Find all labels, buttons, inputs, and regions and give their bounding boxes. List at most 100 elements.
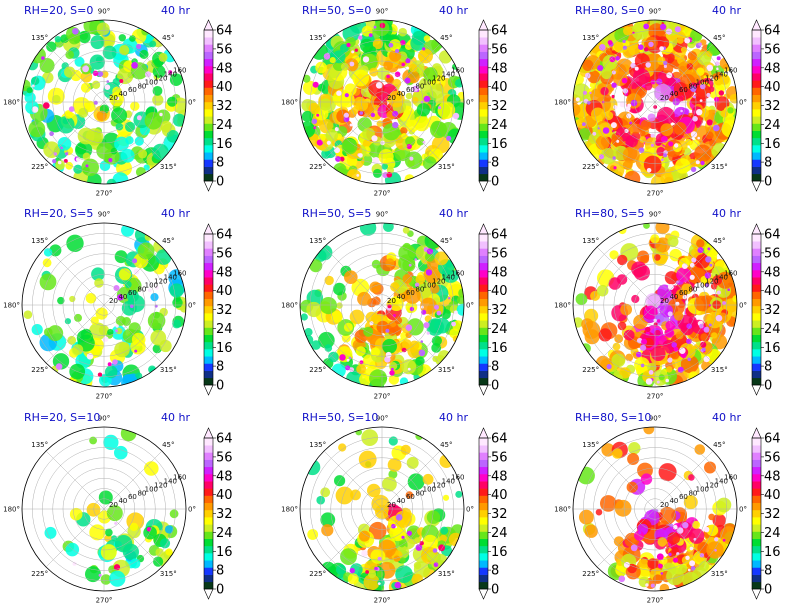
convective-core xyxy=(75,157,81,162)
convective-core xyxy=(685,555,690,560)
precip-cell xyxy=(687,51,697,61)
precip-cell xyxy=(369,369,388,387)
angular-tick-label: 225° xyxy=(31,570,48,578)
radial-tick-label: 60 xyxy=(679,289,688,297)
angular-grid-line xyxy=(596,508,656,568)
convective-core xyxy=(718,90,724,96)
radial-tick-label: 160 xyxy=(173,474,186,482)
panel-title: RH=20, S=0 xyxy=(24,4,93,17)
convective-core xyxy=(599,154,604,160)
precip-cell xyxy=(401,339,412,350)
precip-cell xyxy=(311,340,321,350)
angular-grid-line xyxy=(323,43,383,103)
colorbar-segment xyxy=(479,284,488,292)
precip-cell xyxy=(416,103,431,117)
colorbar-segment xyxy=(752,51,761,60)
colorbar-segment xyxy=(479,262,488,271)
precip-cell xyxy=(402,274,413,284)
precip-cell xyxy=(102,45,117,60)
colorbar-segment xyxy=(479,553,488,561)
convective-core xyxy=(93,100,98,105)
precip-cell xyxy=(409,340,420,351)
colorbar-segment xyxy=(752,298,761,307)
precip-cell xyxy=(304,328,313,337)
colorbar-tick-label: 24 xyxy=(764,118,781,133)
colorbar-tick-label: 16 xyxy=(491,545,508,560)
convective-core xyxy=(585,72,591,79)
precip-cell xyxy=(456,295,464,305)
colorbar-segment xyxy=(479,356,488,364)
convective-core xyxy=(713,124,720,132)
colorbar: 0 8 16 24 32 40 48 56 64 xyxy=(478,223,508,396)
colorbar-segment xyxy=(479,255,488,264)
colorbar-tick-label: 64 xyxy=(491,24,508,39)
colorbar-segment xyxy=(204,488,213,496)
convective-core xyxy=(629,121,632,125)
precip-cell xyxy=(405,136,416,147)
angular-grid-line xyxy=(654,43,714,103)
convective-core xyxy=(700,160,705,166)
precip-cell xyxy=(672,98,680,106)
precip-cell xyxy=(52,94,61,104)
radial-tick-label: 20 xyxy=(109,501,118,509)
colorbar-segment xyxy=(204,438,213,446)
precip-cell xyxy=(43,248,53,257)
precip-cell xyxy=(361,429,379,446)
precip-cell xyxy=(401,359,417,375)
colorbar-segment xyxy=(752,241,761,249)
colorbar-segment xyxy=(479,116,488,124)
precip-cell xyxy=(388,374,400,385)
convective-core xyxy=(85,164,89,168)
colorbar-segment xyxy=(204,517,213,525)
convective-core xyxy=(55,363,63,370)
panel-title: RH=80, S=5 xyxy=(575,207,644,220)
convective-core xyxy=(650,143,655,147)
colorbar-segment xyxy=(752,94,761,103)
colorbar-segment xyxy=(204,445,213,453)
radial-tick-label: 60 xyxy=(406,86,415,94)
precip-cell xyxy=(114,136,129,152)
precip-cell xyxy=(320,487,331,498)
colorbar-segment xyxy=(204,581,213,590)
convective-core xyxy=(665,378,669,383)
colorbar-extend-min xyxy=(203,588,214,600)
colorbar-tick-label: 40 xyxy=(764,284,781,299)
convective-core xyxy=(693,95,696,99)
precip-cell xyxy=(373,20,390,36)
colorbar-segment xyxy=(204,101,213,110)
convective-core xyxy=(630,544,638,552)
convective-core xyxy=(339,354,346,361)
precip-cell xyxy=(437,350,451,363)
precip-cell xyxy=(26,87,33,94)
colorbar-segment xyxy=(204,234,213,242)
angular-grid-line xyxy=(596,101,656,161)
precip-cell xyxy=(104,365,118,379)
convective-core xyxy=(385,351,392,358)
convective-core xyxy=(72,561,77,566)
radial-tick-label: 120 xyxy=(154,482,167,490)
convective-core xyxy=(418,349,426,357)
angular-grid-line xyxy=(596,450,656,510)
colorbar-segment xyxy=(752,116,761,124)
colorbar-segment xyxy=(479,37,488,45)
angular-grid-line xyxy=(45,246,105,306)
convective-core xyxy=(344,93,349,98)
angular-grid-line xyxy=(596,246,656,306)
convective-core xyxy=(389,370,395,376)
colorbar-tick-label: 40 xyxy=(764,80,781,95)
colorbar-tick-label: 0 xyxy=(764,583,772,598)
radial-tick-label: 120 xyxy=(432,278,445,286)
colorbar: 0 8 16 24 32 40 48 56 64 xyxy=(478,19,508,192)
colorbar-segment xyxy=(752,517,761,525)
angular-tick-label: 0° xyxy=(466,302,474,310)
convective-core xyxy=(690,85,697,92)
angular-tick-label: 180° xyxy=(554,99,571,107)
colorbar-tick-label: 16 xyxy=(764,137,781,152)
radial-tick-label: 160 xyxy=(451,270,464,278)
precip-cell xyxy=(352,69,370,87)
colorbar-tick-label: 8 xyxy=(491,360,499,375)
precip-cell xyxy=(676,36,684,44)
radial-tick-label: 40 xyxy=(396,293,405,301)
precip-cell xyxy=(634,117,641,125)
precip-cell xyxy=(39,58,55,73)
